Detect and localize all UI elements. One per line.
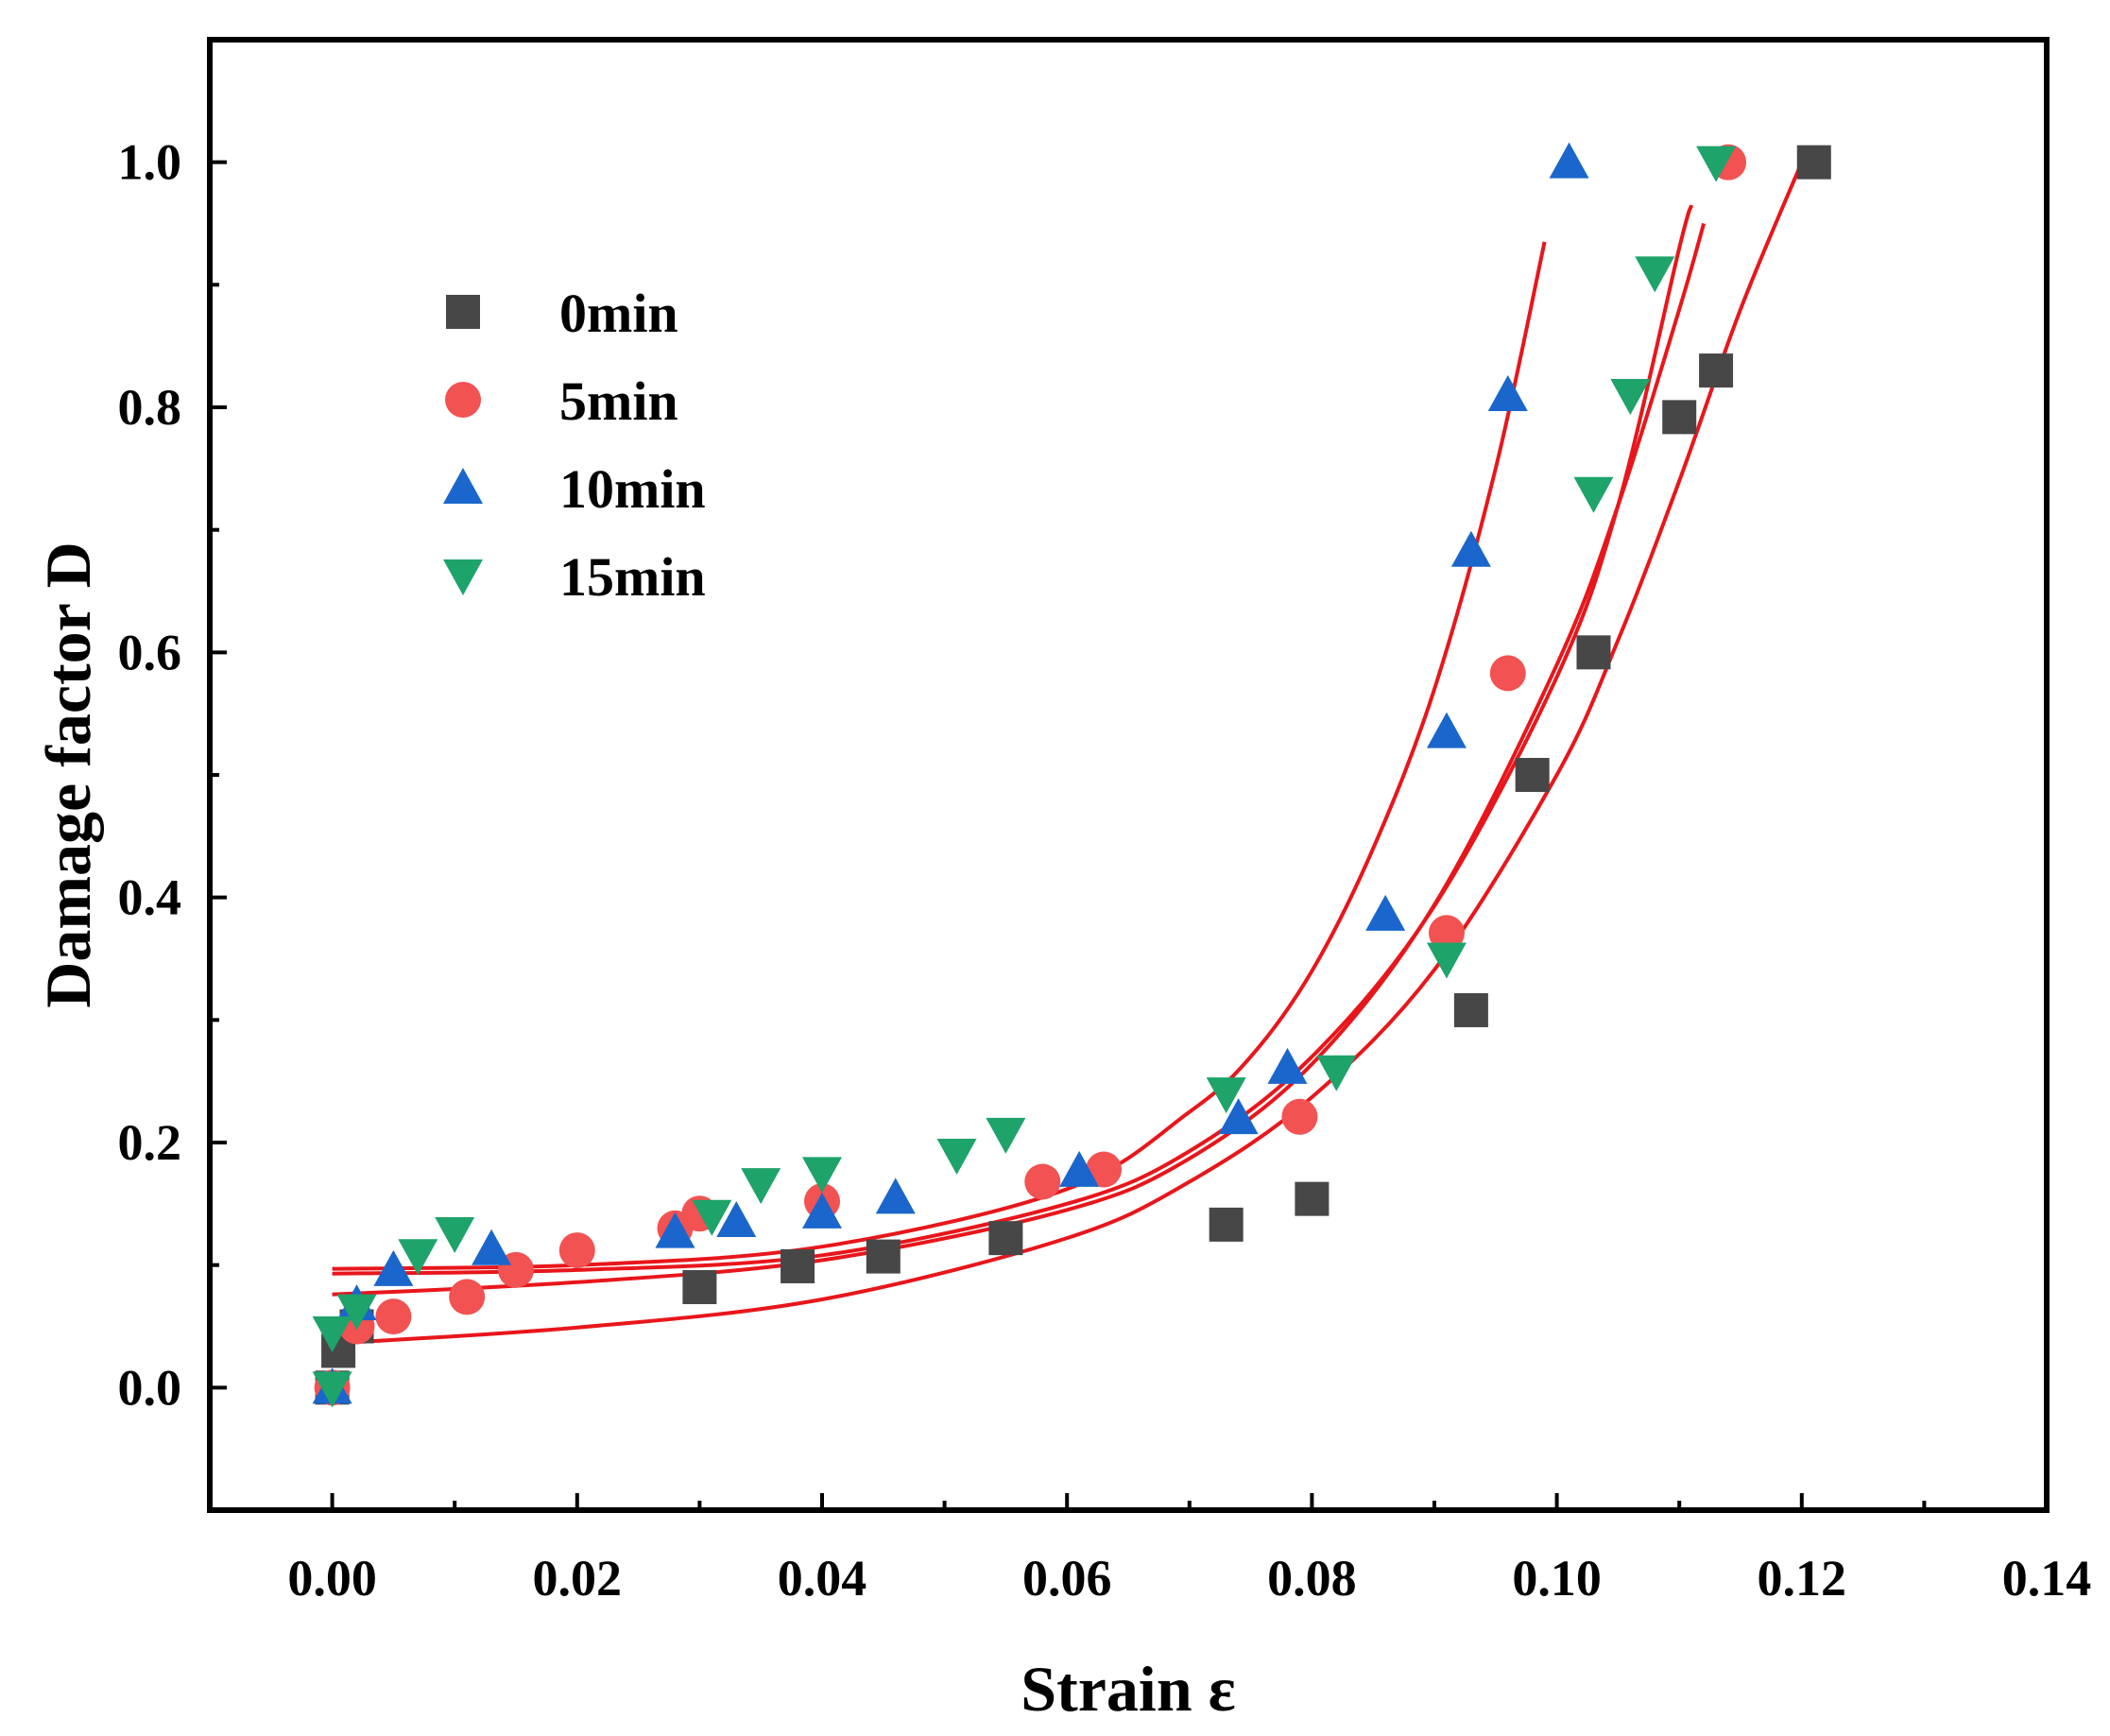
x-tick-label: 0.08 [1267,1550,1357,1607]
point-0min-11 [1576,635,1611,670]
point-15min-16 [1696,146,1737,182]
legend-label-0min: 0min [559,283,678,344]
point-0min-12 [1662,400,1697,435]
x-tick-label: 0.06 [1022,1550,1112,1607]
y-tick-label: 0.2 [118,1114,182,1171]
legend-marker-15min [443,559,483,595]
legend-label-10min: 10min [559,458,706,520]
point-10min-8 [1059,1150,1100,1187]
point-10min-4 [655,1212,695,1248]
point-5min-9 [1024,1163,1061,1200]
x-tick-label: 0.12 [1758,1550,1847,1607]
point-5min-13 [1489,655,1526,692]
x-tick-label: 0.14 [2002,1550,2092,1607]
y-tick-label: 0.8 [118,379,182,436]
x-axis-ticks: 0.00 0.02 0.04 0.06 0.08 0.10 0.12 0.14 [208,1493,2092,1607]
point-5min-12 [1428,915,1465,952]
point-15min-2 [336,1294,377,1331]
y-axis-ticks: 0.0 0.2 0.4 0.6 0.8 1.0 [118,38,227,1512]
point-15min-8 [936,1138,977,1175]
x-axis-title: Strain ε [1021,1653,1235,1725]
point-0min-5 [866,1239,901,1274]
point-5min-10 [1086,1151,1123,1188]
point-10min-5 [716,1200,757,1237]
point-0min-10 [1515,758,1550,792]
legend-label-5min: 5min [559,370,678,432]
point-15min-3 [398,1239,438,1276]
point-15min-4 [435,1216,475,1253]
fit-curves [332,161,1804,1346]
point-0min-4 [781,1248,815,1283]
point-5min-5 [558,1232,595,1269]
point-10min-9 [1218,1098,1259,1135]
point-10min-10 [1267,1047,1308,1084]
point-10min-12 [1426,712,1467,748]
point-10min-11 [1365,894,1406,931]
point-10min-6 [802,1192,842,1229]
point-15min-15 [1635,256,1675,293]
plot-frame [207,37,2050,1513]
point-10min-7 [875,1177,916,1214]
legend-label-15min: 15min [559,546,706,608]
point-0min-8 [1295,1181,1329,1216]
point-15min-12 [1426,942,1467,979]
point-15min-13 [1573,476,1614,513]
y-tick-label: 0.4 [118,869,182,926]
x-tick-label: 0.00 [287,1550,377,1607]
legend: 0min 5min 10min 15min [443,283,706,608]
y-tick-label: 1.0 [118,134,182,191]
point-0min-14 [1796,145,1831,180]
point-10min-3 [472,1229,512,1265]
fit-curve-3 [332,204,1694,1276]
point-10min-13 [1450,530,1491,567]
point-15min-10 [1206,1077,1246,1114]
legend-marker-10min [443,468,483,504]
legend-marker-5min [445,382,481,418]
point-0min-3 [682,1270,717,1305]
point-0min-13 [1699,353,1734,388]
point-15min-11 [1316,1055,1357,1091]
point-0min-9 [1453,992,1488,1027]
point-15min-7 [802,1157,842,1194]
fit-curve-1 [332,222,1707,1297]
x-tick-label: 0.02 [533,1550,623,1607]
point-10min-2 [373,1249,414,1286]
x-tick-label: 0.10 [1512,1550,1602,1607]
point-0min-7 [1209,1207,1244,1242]
point-15min-14 [1610,379,1651,416]
point-15min-1 [312,1315,352,1352]
x-tick-label: 0.04 [778,1550,867,1607]
point-0min-6 [988,1221,1023,1256]
y-tick-label: 0.6 [118,624,182,680]
point-10min-15 [1549,142,1589,179]
data-points [312,142,1831,1408]
point-15min-6 [741,1168,781,1205]
point-5min-3 [449,1279,486,1315]
point-15min-9 [986,1117,1026,1154]
fit-curve-0 [332,161,1804,1346]
point-15min-0 [312,1371,352,1408]
point-5min-2 [375,1298,412,1335]
point-10min-14 [1487,375,1528,412]
y-tick-label: 0.0 [118,1359,182,1416]
fit-curve-2 [332,241,1547,1271]
y-axis-title: Damage factor D [32,541,104,1007]
legend-marker-0min [446,295,480,329]
point-5min-11 [1281,1098,1318,1135]
point-15min-5 [692,1199,732,1236]
